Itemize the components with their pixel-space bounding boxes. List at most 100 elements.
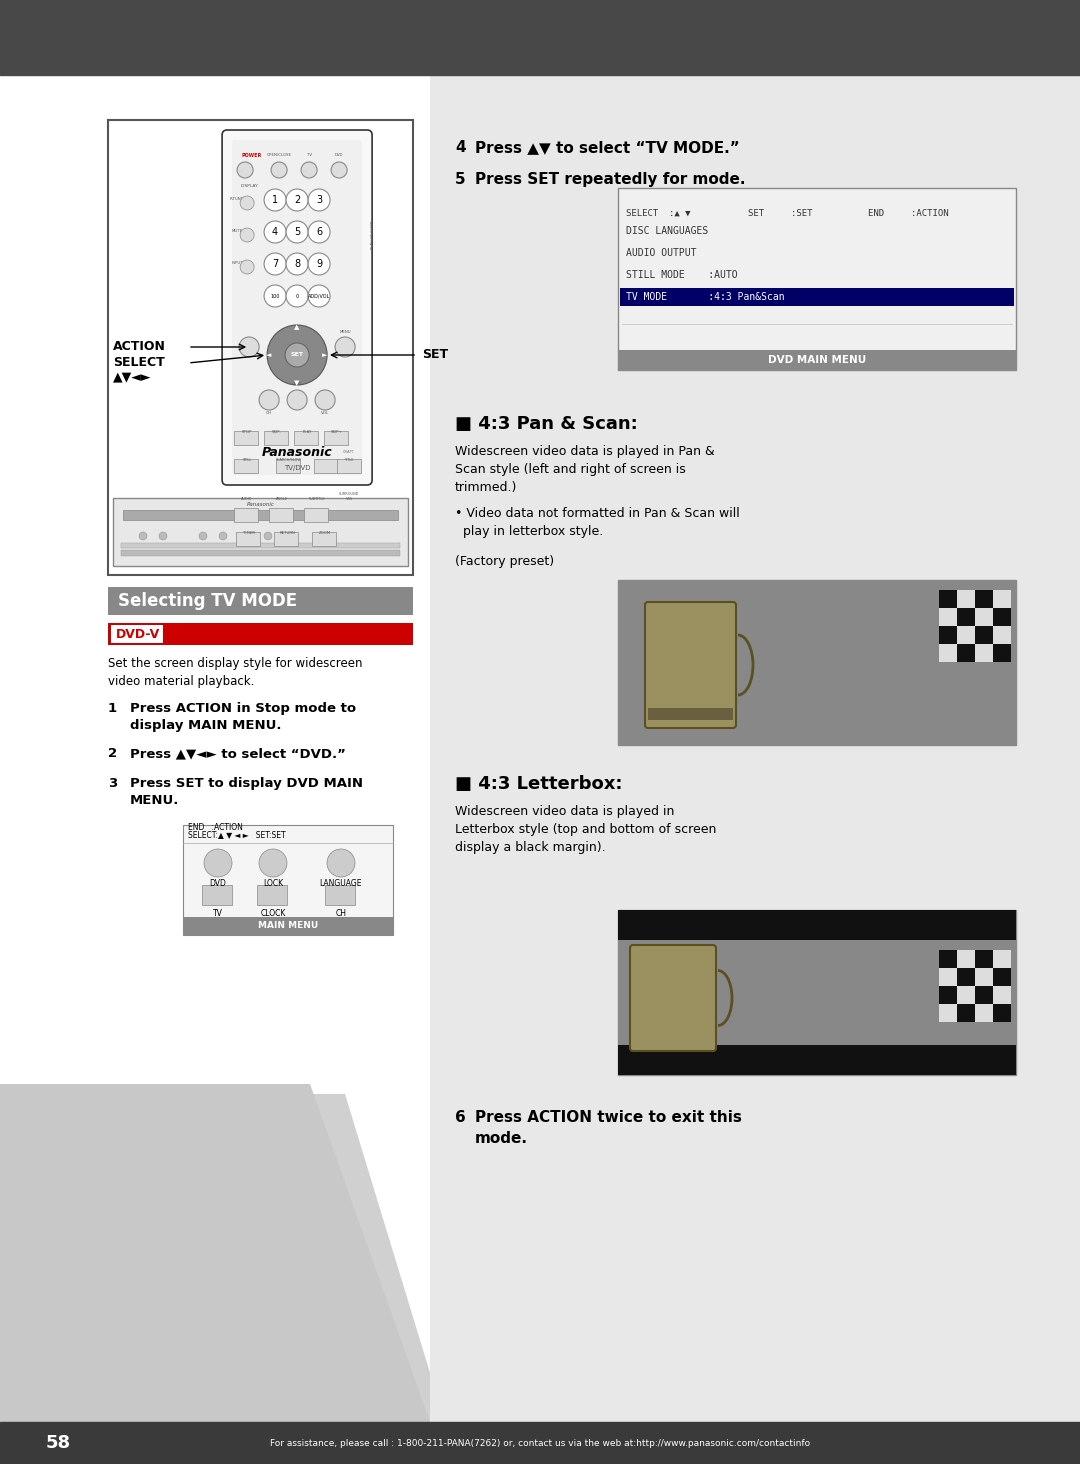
Text: For assistance, please call : 1-800-211-PANA(7262) or, contact us via the web at: For assistance, please call : 1-800-211-…	[270, 1439, 810, 1448]
Text: ▲: ▲	[295, 324, 300, 329]
Circle shape	[265, 189, 286, 211]
Bar	[234, 460, 258, 473]
Polygon shape	[0, 1083, 430, 1422]
Text: Press SET repeatedly for mode.: Press SET repeatedly for mode.	[475, 171, 745, 187]
Bar	[312, 531, 336, 546]
Bar	[993, 968, 1011, 985]
Bar	[975, 590, 993, 608]
Bar	[957, 950, 975, 968]
Text: POWER: POWER	[241, 154, 261, 158]
Circle shape	[259, 849, 287, 877]
Bar	[183, 826, 393, 935]
Bar	[111, 625, 163, 643]
Text: LOCK: LOCK	[262, 878, 283, 887]
Bar	[975, 1004, 993, 1022]
Circle shape	[239, 337, 259, 357]
Text: 1: 1	[108, 703, 117, 714]
Text: PLAYLIST CLEAR: PLAYLIST CLEAR	[372, 221, 375, 249]
Bar	[975, 950, 993, 968]
Bar	[939, 644, 957, 662]
Text: Press ▲▼◄► to select “DVD.”: Press ▲▼◄► to select “DVD.”	[130, 747, 346, 760]
Bar	[993, 1004, 1011, 1022]
Text: ◄: ◄	[267, 351, 272, 359]
Text: ■ 4:3 Letterbox:: ■ 4:3 Letterbox:	[455, 774, 622, 793]
Bar	[939, 627, 957, 644]
Text: ZOOM: ZOOM	[319, 531, 332, 534]
Circle shape	[204, 849, 232, 877]
Text: TV/DVD: TV/DVD	[284, 466, 310, 471]
Text: ▼: ▼	[295, 381, 300, 386]
Text: AUDIO OUTPUT: AUDIO OUTPUT	[626, 247, 697, 258]
Text: Panasonic: Panasonic	[261, 445, 333, 458]
Text: 5: 5	[455, 171, 465, 187]
Text: Set the screen display style for widescreen
video material playback.: Set the screen display style for widescr…	[108, 657, 363, 688]
Bar	[975, 644, 993, 662]
Bar	[993, 985, 1011, 1004]
Text: 58: 58	[45, 1435, 70, 1452]
Text: MENU: MENU	[339, 329, 351, 334]
Circle shape	[286, 285, 308, 307]
Circle shape	[285, 343, 309, 367]
Text: DVD-V: DVD-V	[116, 628, 160, 641]
Bar	[993, 644, 1011, 662]
Circle shape	[308, 285, 330, 307]
Bar	[975, 968, 993, 985]
Circle shape	[271, 163, 287, 179]
Bar	[975, 608, 993, 627]
Circle shape	[267, 325, 327, 385]
Circle shape	[265, 221, 286, 243]
Circle shape	[139, 531, 147, 540]
Bar	[939, 985, 957, 1004]
Text: Press ▲▼ to select “TV MODE.”: Press ▲▼ to select “TV MODE.”	[475, 141, 740, 155]
Bar	[957, 968, 975, 985]
Text: 100: 100	[270, 293, 280, 299]
Bar	[618, 187, 1016, 370]
Polygon shape	[0, 1094, 445, 1422]
Bar	[276, 460, 300, 473]
Text: DVD MAIN MENU: DVD MAIN MENU	[768, 354, 866, 365]
Bar	[337, 460, 361, 473]
Bar	[121, 550, 400, 556]
Circle shape	[159, 531, 167, 540]
Bar	[957, 985, 975, 1004]
Text: ADD/VOL: ADD/VOL	[308, 293, 330, 299]
Text: Press ACTION in Stop mode to
display MAIN MENU.: Press ACTION in Stop mode to display MAI…	[130, 703, 356, 732]
Bar	[939, 608, 957, 627]
Bar	[618, 580, 1016, 745]
Text: TV: TV	[307, 154, 312, 157]
Text: Press SET to display DVD MAIN
MENU.: Press SET to display DVD MAIN MENU.	[130, 777, 363, 807]
Bar	[324, 430, 348, 445]
Text: AUDIO: AUDIO	[242, 496, 253, 501]
Bar	[269, 508, 293, 523]
Text: ■ 4:3 Pan & Scan:: ■ 4:3 Pan & Scan:	[455, 414, 638, 433]
Circle shape	[219, 531, 227, 540]
Text: CHAPT: CHAPT	[343, 449, 355, 454]
Bar	[939, 1004, 957, 1022]
Bar	[975, 985, 993, 1004]
Text: 5: 5	[294, 227, 300, 237]
Bar	[430, 75, 1080, 1422]
Text: Widescreen video data is played in Pan &
Scan style (left and right of screen is: Widescreen video data is played in Pan &…	[455, 445, 715, 493]
Bar	[274, 531, 298, 546]
Text: 0: 0	[296, 293, 299, 299]
Text: STILL MODE    :AUTO: STILL MODE :AUTO	[626, 269, 738, 280]
Text: RETURN: RETURN	[279, 531, 295, 534]
Bar	[121, 543, 400, 548]
Bar	[234, 508, 258, 523]
FancyBboxPatch shape	[222, 130, 373, 485]
Text: Press ACTION twice to exit this
mode.: Press ACTION twice to exit this mode.	[475, 1110, 742, 1146]
Text: CLOCK: CLOCK	[260, 909, 286, 918]
Text: 4: 4	[272, 227, 279, 237]
Text: DISPLAY: DISPLAY	[241, 184, 259, 187]
Bar	[957, 627, 975, 644]
Text: 2: 2	[108, 747, 117, 760]
Text: SKIP+: SKIP+	[332, 430, 343, 433]
Text: TIMER: TIMER	[243, 531, 255, 534]
Text: STILL: STILL	[242, 458, 252, 463]
Text: ACTION: ACTION	[113, 341, 166, 353]
Text: 8: 8	[294, 259, 300, 269]
Circle shape	[286, 189, 308, 211]
Text: 3: 3	[108, 777, 118, 791]
Text: 3: 3	[316, 195, 322, 205]
Circle shape	[259, 389, 279, 410]
